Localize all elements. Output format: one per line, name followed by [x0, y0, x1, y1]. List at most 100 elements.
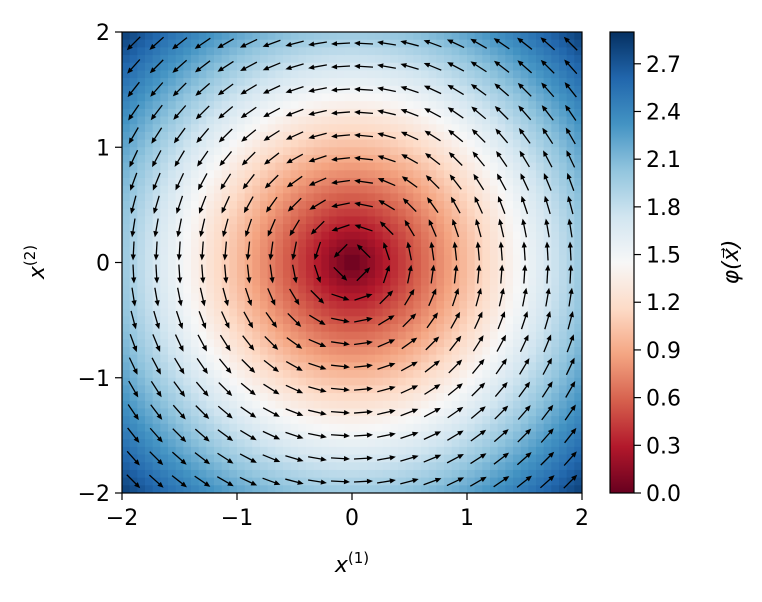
heatmap-cell	[421, 55, 430, 64]
heatmap-cell	[459, 170, 468, 179]
heatmap-cell	[574, 400, 582, 410]
heatmap-cell	[398, 177, 407, 187]
heatmap-cell	[152, 185, 161, 194]
heatmap-cell	[459, 55, 468, 64]
heatmap-cell	[474, 439, 483, 448]
quiver-arrow	[354, 201, 373, 208]
heatmap-cell	[160, 370, 169, 379]
heatmap-cell	[252, 331, 261, 340]
heatmap-cell	[198, 331, 207, 340]
quiver-arrow	[353, 363, 373, 369]
heatmap-cell	[283, 70, 292, 79]
quiver-arrow	[220, 311, 230, 329]
heatmap-cell	[306, 185, 315, 194]
heatmap-cell	[497, 370, 506, 379]
heatmap-cell	[137, 393, 146, 402]
heatmap-cell	[390, 139, 399, 148]
heatmap-cell	[260, 270, 269, 279]
heatmap-cell	[152, 101, 161, 110]
quiver-arrow	[129, 334, 138, 353]
heatmap-cell	[252, 62, 261, 72]
heatmap-cell	[467, 124, 476, 133]
heatmap-cell	[298, 293, 307, 302]
heatmap-cell	[229, 385, 238, 394]
heatmap-cell	[175, 469, 184, 479]
heatmap-cell	[306, 439, 315, 448]
heatmap-cell	[229, 131, 238, 141]
heatmap-cell	[398, 277, 407, 287]
heatmap-cell	[267, 78, 276, 87]
heatmap-cell	[467, 55, 476, 64]
heatmap-cell	[467, 170, 476, 179]
heatmap-cell	[375, 462, 384, 471]
heatmap-cell	[214, 270, 223, 279]
heatmap-cell	[352, 124, 361, 133]
heatmap-cell	[244, 462, 253, 471]
heatmap-cell	[559, 208, 568, 217]
heatmap-cell	[221, 101, 230, 110]
heatmap-cell	[505, 47, 514, 56]
heatmap-cell	[122, 393, 131, 402]
heatmap-cell	[421, 93, 430, 102]
heatmap-cell	[375, 477, 384, 486]
heatmap-cell	[390, 108, 399, 118]
heatmap-cell	[329, 377, 338, 387]
heatmap-cell	[344, 70, 353, 79]
y-tick-label: −1	[78, 367, 110, 392]
quiver-arrow	[285, 63, 304, 71]
heatmap-cell	[497, 423, 506, 433]
heatmap-cell	[505, 446, 514, 456]
heatmap-cell	[444, 462, 453, 471]
heatmap-cell	[175, 300, 184, 310]
heatmap-cell	[260, 362, 269, 371]
heatmap-cell	[497, 485, 506, 493]
heatmap-cell	[306, 423, 315, 433]
heatmap-cell	[244, 32, 253, 41]
heatmap-cell	[382, 124, 391, 133]
heatmap-cell	[252, 131, 261, 141]
heatmap-cell	[336, 193, 345, 202]
heatmap-cell	[444, 469, 453, 479]
heatmap-cell	[574, 408, 582, 417]
heatmap-cell	[298, 247, 307, 256]
heatmap-cell	[275, 370, 284, 379]
heatmap-cell	[428, 101, 437, 110]
heatmap-cell	[421, 393, 430, 402]
heatmap-cell	[214, 139, 223, 148]
quiver-arrow	[566, 172, 575, 191]
heatmap-cell	[482, 370, 491, 379]
heatmap-cell	[137, 400, 146, 410]
heatmap-cell	[482, 354, 491, 363]
heatmap-cell	[344, 47, 353, 56]
heatmap-cell	[375, 170, 384, 179]
heatmap-cell	[367, 370, 376, 379]
heatmap-cell	[336, 170, 345, 179]
heatmap-cell	[413, 385, 422, 394]
heatmap-cell	[206, 385, 215, 394]
heatmap-cell	[183, 339, 192, 348]
heatmap-cell	[237, 193, 246, 202]
heatmap-cell	[367, 308, 376, 317]
heatmap-cell	[551, 354, 560, 363]
heatmap-cell	[129, 124, 138, 133]
heatmap-cell	[336, 32, 345, 41]
heatmap-cell	[252, 362, 261, 371]
heatmap-cell	[321, 32, 330, 41]
heatmap-cell	[398, 55, 407, 64]
heatmap-cell	[390, 39, 399, 48]
heatmap-cell	[375, 300, 384, 310]
quiver-arrow	[331, 110, 351, 116]
heatmap-cell	[390, 454, 399, 463]
heatmap-cell	[175, 485, 184, 493]
heatmap-cell	[306, 400, 315, 410]
heatmap-cell	[137, 262, 146, 271]
heatmap-cell	[122, 262, 131, 271]
heatmap-cell	[528, 446, 537, 456]
heatmap-cell	[497, 308, 506, 317]
heatmap-cell	[183, 185, 192, 194]
heatmap-cell	[566, 416, 575, 425]
heatmap-cell	[421, 108, 430, 118]
heatmap-cell	[413, 93, 422, 102]
heatmap-cell	[513, 285, 522, 294]
heatmap-cell	[137, 201, 146, 210]
